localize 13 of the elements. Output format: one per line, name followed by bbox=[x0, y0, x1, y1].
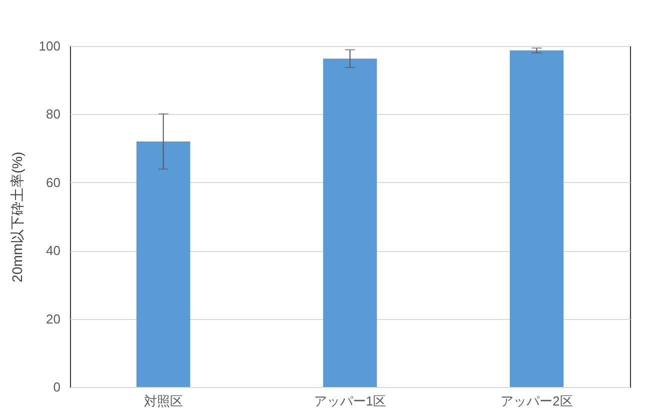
bar bbox=[136, 141, 190, 387]
y-tick-label: 20 bbox=[46, 311, 60, 326]
y-tick-label: 60 bbox=[46, 174, 60, 190]
y-tick-label: 80 bbox=[46, 106, 60, 122]
y-tick-label: 100 bbox=[38, 38, 60, 54]
x-tick-label: アッパー1区 bbox=[314, 394, 386, 408]
y-axis-title: 20mm以下砕土率(%) bbox=[8, 152, 25, 282]
y-tick-label: 0 bbox=[53, 380, 60, 394]
x-tick-label: 対照区 bbox=[144, 394, 183, 408]
bar bbox=[323, 58, 377, 387]
x-tick-label: アッパー2区 bbox=[500, 394, 573, 408]
bar bbox=[510, 50, 564, 387]
y-tick-label: 40 bbox=[46, 243, 60, 258]
